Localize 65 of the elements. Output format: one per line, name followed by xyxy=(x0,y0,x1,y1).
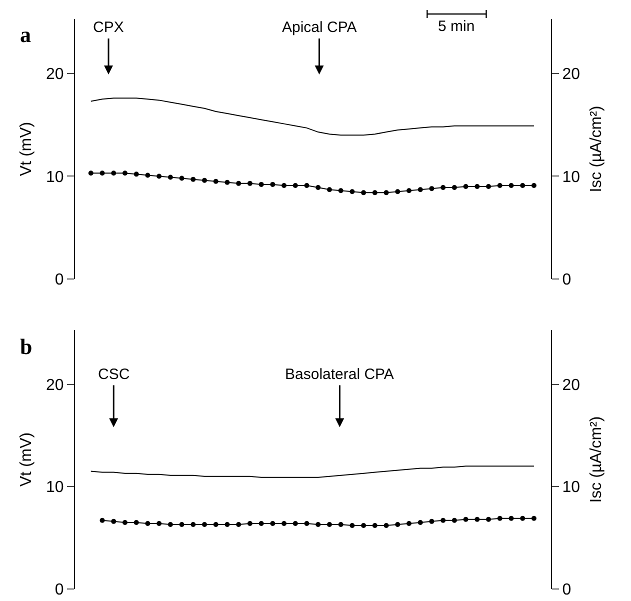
point xyxy=(497,182,502,188)
point xyxy=(520,182,526,188)
point xyxy=(213,178,218,184)
point xyxy=(224,180,230,185)
line-series xyxy=(90,98,534,136)
y2-tick-label: 0 xyxy=(562,272,572,289)
point xyxy=(531,182,536,188)
point xyxy=(463,184,468,190)
y2-tick-label: 0 xyxy=(562,582,572,599)
point xyxy=(134,172,139,177)
y-tick-label: 0 xyxy=(54,582,64,599)
annotation: Apical CPA xyxy=(282,19,357,36)
y-axis-title: Vt (mV) xyxy=(18,432,35,487)
point xyxy=(304,182,310,188)
annotation: Basolateral CPA xyxy=(285,366,394,383)
point xyxy=(179,176,184,181)
point xyxy=(372,190,378,196)
point xyxy=(292,182,298,188)
point xyxy=(100,170,105,176)
y2-tick-label: 10 xyxy=(562,168,580,186)
point xyxy=(88,170,94,176)
point xyxy=(270,182,276,187)
line-series xyxy=(90,466,534,478)
point xyxy=(326,187,332,192)
y2-tick-label: 20 xyxy=(562,66,580,84)
chart-title: b xyxy=(20,334,32,359)
point xyxy=(452,185,457,190)
y-tick-label: 20 xyxy=(46,376,64,394)
y-tick-label: 10 xyxy=(46,168,64,186)
point xyxy=(508,182,514,188)
y-tick-label: 10 xyxy=(46,479,64,496)
y-axis-title: Vt (mV) xyxy=(18,122,35,176)
point xyxy=(474,184,480,190)
y2-axis-title: Isc (µA/cm²) xyxy=(588,106,605,192)
point xyxy=(316,185,321,190)
point xyxy=(440,185,446,190)
y2-tick-label: 10 xyxy=(562,479,580,496)
point xyxy=(384,190,389,196)
point xyxy=(202,178,208,183)
point xyxy=(395,189,400,194)
annotation: CPX xyxy=(93,19,124,36)
point xyxy=(190,176,196,182)
point xyxy=(406,188,412,194)
y-tick-label: 20 xyxy=(46,66,64,84)
point xyxy=(486,184,492,190)
y2-axis-title: Isc (µA/cm²) xyxy=(588,416,605,503)
y2-tick-label: 20 xyxy=(562,376,580,394)
point xyxy=(350,189,355,194)
point xyxy=(236,180,242,186)
point xyxy=(258,182,264,187)
point xyxy=(122,170,128,176)
annotation: CSC xyxy=(98,366,130,383)
point xyxy=(282,182,287,188)
point xyxy=(247,180,252,186)
point xyxy=(156,174,162,179)
point xyxy=(338,188,344,194)
point xyxy=(168,174,173,180)
point xyxy=(111,170,116,176)
point xyxy=(418,187,423,192)
point xyxy=(361,190,366,196)
point xyxy=(429,186,434,192)
y-tick-label: 0 xyxy=(54,272,64,289)
point xyxy=(145,172,150,178)
annotation: 5 min xyxy=(438,18,475,35)
chart-title: a xyxy=(20,22,31,47)
